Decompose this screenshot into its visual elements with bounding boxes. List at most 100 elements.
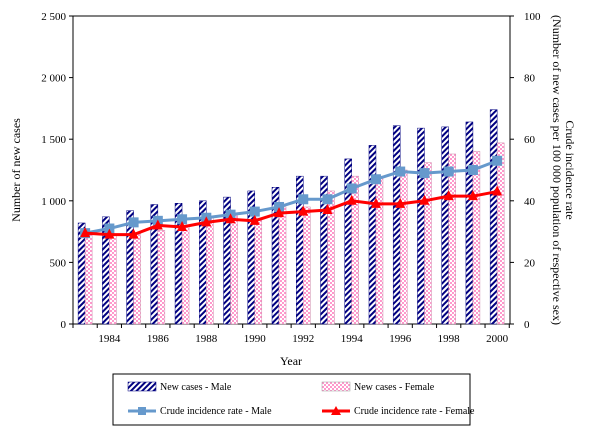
bar-female-cases bbox=[133, 232, 141, 325]
x-tick-label: 2000 bbox=[486, 333, 509, 345]
y2-tick-label: 80 bbox=[524, 73, 536, 85]
y-axis-title: Number of new cases bbox=[9, 118, 23, 222]
point-male-rate bbox=[370, 174, 381, 185]
bar-female-cases bbox=[206, 217, 214, 325]
bar-male-cases bbox=[489, 109, 498, 325]
y2-tick-label: 0 bbox=[524, 319, 530, 331]
x-tick-label: 1992 bbox=[292, 333, 314, 345]
point-male-rate bbox=[274, 201, 285, 212]
legend-marker-female-rate bbox=[331, 406, 341, 415]
bar-female-cases bbox=[424, 162, 432, 325]
x-tick-label: 1988 bbox=[195, 333, 218, 345]
x-axis-title: Year bbox=[280, 354, 302, 368]
x-tick-label: 1984 bbox=[98, 333, 121, 345]
point-female-rate bbox=[249, 214, 260, 225]
bar-female-cases bbox=[157, 230, 166, 325]
point-female-rate bbox=[395, 197, 406, 208]
series-line bbox=[84, 159, 498, 235]
bar-male-cases bbox=[368, 145, 377, 325]
bar-female-cases bbox=[303, 206, 311, 325]
x-tick-label: 1994 bbox=[341, 333, 364, 345]
series-new-cases-male bbox=[77, 109, 498, 325]
y-axis-right: 0 20 40 60 80 100 bbox=[510, 11, 541, 331]
x-tick-label: 1998 bbox=[438, 333, 461, 345]
bar-female-cases bbox=[472, 151, 481, 325]
point-female-rate bbox=[370, 197, 381, 208]
point-female-rate bbox=[419, 194, 430, 205]
point-male-rate bbox=[322, 194, 333, 205]
bar-male-cases bbox=[441, 126, 449, 325]
y2-axis-title-line2: (Number of new cases per 100 000 populat… bbox=[550, 15, 564, 325]
legend-label-male-rate: Crude incidence rate - Male bbox=[160, 406, 272, 417]
y-axis-left: 0 500 1 000 1 500 2 000 2 500 bbox=[41, 11, 73, 331]
point-female-rate bbox=[225, 213, 236, 224]
point-male-rate bbox=[395, 166, 406, 177]
point-female-rate bbox=[322, 204, 333, 215]
point-female-rate bbox=[443, 190, 454, 201]
bar-female-cases bbox=[351, 175, 359, 325]
legend-label-female-cases: New cases - Female bbox=[354, 382, 435, 393]
bar-female-cases bbox=[254, 217, 263, 325]
point-female-rate bbox=[152, 219, 163, 230]
x-tick-label: 1986 bbox=[147, 333, 170, 345]
point-male-rate bbox=[104, 223, 115, 234]
legend-label-female-rate: Crude incidence rate - Female bbox=[354, 406, 475, 417]
point-female-rate bbox=[104, 228, 115, 239]
legend-swatch-male-cases bbox=[127, 381, 157, 392]
point-male-rate bbox=[249, 206, 260, 217]
bar-female-cases bbox=[375, 175, 384, 325]
bar-female-cases bbox=[327, 190, 335, 325]
bar-female-cases bbox=[496, 142, 505, 325]
point-male-rate bbox=[492, 155, 503, 166]
point-female-rate bbox=[298, 205, 309, 216]
point-male-rate bbox=[467, 165, 478, 175]
point-male-rate bbox=[177, 214, 188, 225]
series-new-cases-female bbox=[84, 142, 505, 325]
point-male-rate bbox=[443, 166, 454, 177]
point-female-rate bbox=[201, 216, 212, 227]
bar-female-cases bbox=[181, 226, 190, 325]
series-line bbox=[85, 190, 498, 237]
point-female-rate bbox=[346, 194, 357, 205]
bar-female-cases bbox=[84, 232, 93, 325]
bar-female-cases bbox=[448, 153, 456, 325]
point-female-rate bbox=[80, 227, 91, 238]
y-tick-label: 0 bbox=[61, 319, 67, 331]
bar-female-cases bbox=[399, 169, 408, 325]
legend-label-male-cases: New cases - Male bbox=[160, 382, 232, 393]
x-axis: 1984 1986 1988 1990 1992 1994 1996 1998 2000 bbox=[72, 324, 510, 345]
point-female-rate bbox=[274, 207, 285, 218]
y2-tick-label: 60 bbox=[524, 134, 536, 146]
y-tick-label: 2 500 bbox=[41, 11, 66, 23]
y-tick-label: 1 500 bbox=[41, 134, 66, 146]
point-male-rate bbox=[346, 183, 357, 194]
bar-female-cases bbox=[278, 206, 287, 325]
y-tick-label: 500 bbox=[50, 257, 67, 269]
bar-male-cases bbox=[465, 121, 474, 325]
y-tick-label: 1 000 bbox=[41, 196, 66, 208]
point-male-rate bbox=[128, 217, 139, 228]
bar-male-cases bbox=[392, 125, 401, 325]
bar-male-cases bbox=[417, 127, 425, 325]
x-tick-label: 1996 bbox=[389, 333, 412, 345]
y2-tick-label: 20 bbox=[524, 257, 536, 269]
point-female-rate bbox=[492, 185, 503, 196]
y2-tick-label: 40 bbox=[524, 196, 536, 208]
point-female-rate bbox=[467, 190, 478, 201]
point-male-rate bbox=[298, 194, 309, 205]
legend: New cases - Male New cases - Female Crud… bbox=[112, 373, 475, 426]
bar-female-cases bbox=[230, 215, 238, 325]
series-crude-incidence-female bbox=[80, 185, 503, 239]
bar-male-cases bbox=[126, 210, 134, 325]
y2-tick-label: 100 bbox=[524, 11, 541, 23]
y2-axis-title-line1: Crude incidence rate bbox=[563, 120, 577, 219]
point-male-rate bbox=[419, 168, 430, 179]
y-tick-label: 2 000 bbox=[41, 73, 66, 85]
point-female-rate bbox=[177, 220, 188, 231]
point-female-rate bbox=[128, 228, 139, 239]
legend-swatch-female-cases bbox=[321, 381, 351, 392]
x-tick-label: 1990 bbox=[244, 333, 267, 345]
legend-marker-male-rate bbox=[138, 407, 146, 415]
bar-female-cases bbox=[109, 235, 117, 325]
